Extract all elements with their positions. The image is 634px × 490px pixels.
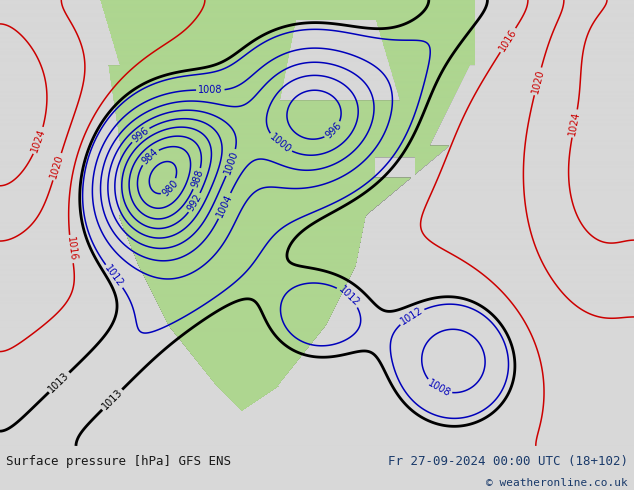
Text: 1008: 1008 bbox=[198, 85, 223, 95]
Text: 1012: 1012 bbox=[399, 305, 425, 327]
Text: 1024: 1024 bbox=[567, 111, 582, 137]
Text: 1013: 1013 bbox=[100, 388, 124, 412]
Text: 992: 992 bbox=[186, 193, 204, 213]
Text: 984: 984 bbox=[139, 147, 160, 167]
Text: 1013: 1013 bbox=[47, 370, 72, 394]
Text: Fr 27-09-2024 00:00 UTC (18+102): Fr 27-09-2024 00:00 UTC (18+102) bbox=[387, 455, 628, 468]
Text: 1016: 1016 bbox=[497, 27, 519, 53]
Text: 1024: 1024 bbox=[30, 127, 48, 154]
Text: 1008: 1008 bbox=[425, 378, 452, 399]
Text: 996: 996 bbox=[130, 125, 150, 144]
Text: 996: 996 bbox=[323, 121, 344, 141]
Text: 1012: 1012 bbox=[103, 263, 126, 289]
Text: 1012: 1012 bbox=[336, 284, 361, 308]
Text: 1020: 1020 bbox=[49, 153, 65, 180]
Text: © weatheronline.co.uk: © weatheronline.co.uk bbox=[486, 478, 628, 489]
Text: 988: 988 bbox=[190, 169, 205, 189]
Text: Surface pressure [hPa] GFS ENS: Surface pressure [hPa] GFS ENS bbox=[6, 455, 231, 468]
Text: 980: 980 bbox=[160, 178, 180, 198]
Text: 1016: 1016 bbox=[65, 236, 78, 262]
Text: 1000: 1000 bbox=[223, 149, 240, 176]
Text: 1020: 1020 bbox=[530, 68, 546, 95]
Text: 1004: 1004 bbox=[215, 193, 235, 219]
Text: 1000: 1000 bbox=[268, 132, 293, 155]
